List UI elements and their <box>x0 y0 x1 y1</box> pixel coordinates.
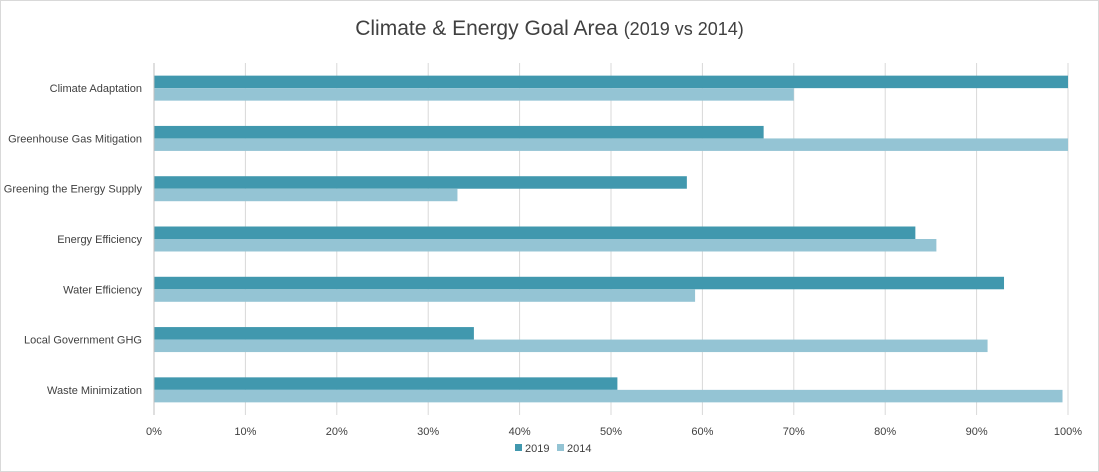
chart-subtitle: (2019 vs 2014) <box>623 19 744 39</box>
category-label: Energy Efficiency <box>57 234 142 246</box>
category-label: Greening the Energy Supply <box>4 184 143 196</box>
bar-2019 <box>154 125 764 139</box>
bar-2014 <box>154 239 937 252</box>
x-tick-label: 80% <box>874 426 896 438</box>
x-tick-label: 10% <box>234 426 256 438</box>
bar-2014 <box>154 138 1068 151</box>
category-label: Local Government GHG <box>24 335 142 347</box>
category-label: Water Efficiency <box>63 284 142 296</box>
bar-2014 <box>154 339 988 353</box>
category-label: Waste Minimization <box>47 385 142 397</box>
chart-title: Climate & Energy Goal Area (2019 vs 2014… <box>1 17 1098 41</box>
x-tick-label: 100% <box>1054 426 1082 438</box>
bar-2019 <box>154 377 618 390</box>
legend-label-2019: 2019 <box>525 443 549 455</box>
x-tick-label: 50% <box>600 426 622 438</box>
bar-2019 <box>154 276 1005 290</box>
x-tick-label: 0% <box>146 426 162 438</box>
legend-label-2014: 2014 <box>567 443 591 455</box>
legend-swatch-2014 <box>557 444 564 451</box>
bar-2019 <box>154 176 687 189</box>
bar-2019 <box>154 226 916 239</box>
bar-2019 <box>154 75 1068 89</box>
x-tick-label: 20% <box>326 426 348 438</box>
bar-2019 <box>154 327 474 340</box>
category-label: Climate Adaptation <box>50 83 142 95</box>
bar-2014 <box>154 289 696 302</box>
category-label: Greenhouse Gas Mitigation <box>8 133 142 145</box>
bar-2014 <box>154 188 458 202</box>
x-tick-label: 60% <box>691 426 713 438</box>
chart-title-main: Climate & Energy Goal Area <box>355 17 618 40</box>
x-tick-label: 40% <box>509 426 531 438</box>
bar-2014 <box>154 389 1063 403</box>
x-tick-label: 30% <box>417 426 439 438</box>
legend-swatch-2019 <box>515 444 522 451</box>
x-tick-label: 90% <box>966 426 988 438</box>
bar-2014 <box>154 88 794 101</box>
x-tick-label: 70% <box>783 426 805 438</box>
